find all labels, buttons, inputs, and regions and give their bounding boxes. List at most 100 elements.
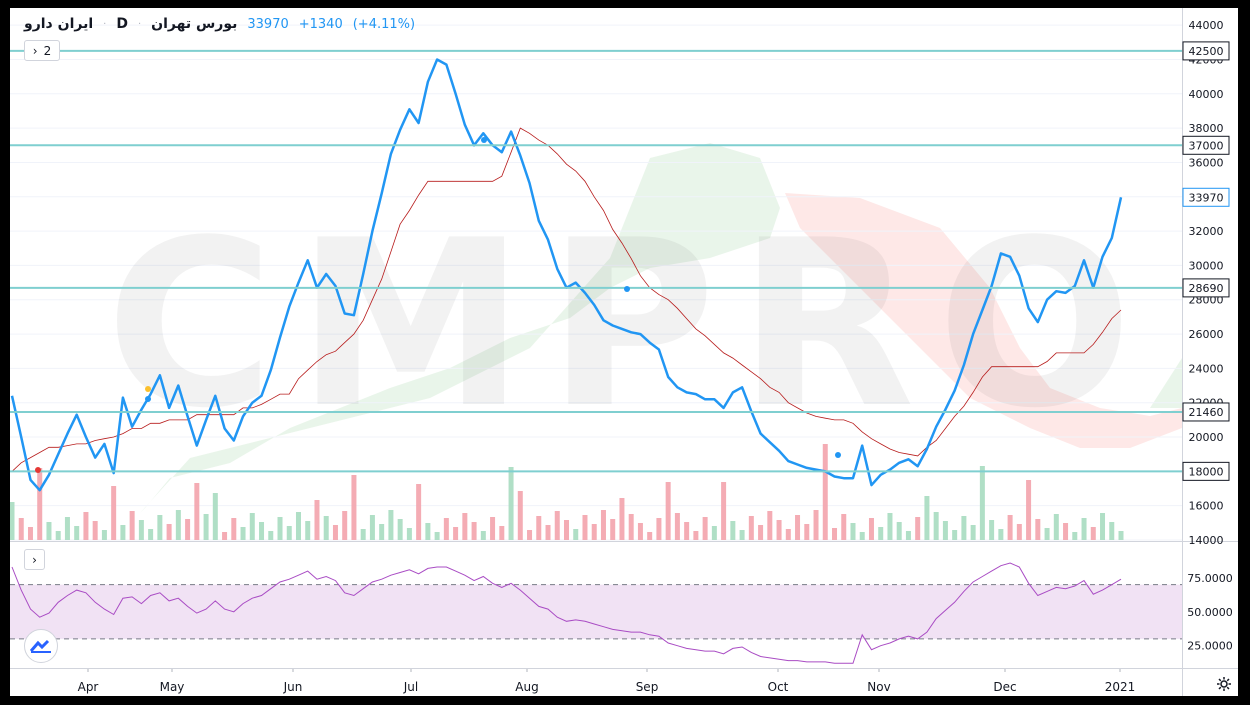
- volume-bar: [674, 513, 680, 540]
- volume-bar: [10, 502, 15, 540]
- volume-bar: [92, 521, 98, 540]
- volume-bar: [277, 517, 283, 540]
- volume-bar: [776, 520, 782, 540]
- volume-bar: [693, 531, 699, 540]
- volume-bar: [859, 532, 865, 540]
- volume-bar: [868, 518, 874, 540]
- volume-bar: [55, 531, 61, 540]
- rsi-tick-label: 25.0000: [1187, 640, 1233, 653]
- volume-bar: [46, 522, 52, 540]
- chart-canvas[interactable]: CMPRO 25.0000 50.0000 75.0000 14000 16000 18…: [10, 8, 1238, 696]
- level-label-box: [1182, 41, 1230, 61]
- sell-marker: [35, 467, 41, 473]
- level-label-42500: 42500: [1189, 45, 1224, 58]
- volume-bar: [564, 520, 569, 540]
- volume-bar: [989, 520, 995, 540]
- level-label-28690: 28690: [1189, 282, 1224, 295]
- volume-bar: [490, 517, 496, 540]
- volume-bar: [1063, 523, 1069, 540]
- volume-bar: [37, 468, 43, 540]
- horizontal-levels: 42500 37000 28690 21460 18000: [10, 41, 1230, 481]
- volume-bars: [10, 444, 1124, 540]
- level-label-box: [1182, 135, 1230, 155]
- volume-bar: [665, 482, 671, 540]
- volume-bar: [656, 518, 662, 540]
- volume-bar: [1044, 528, 1050, 540]
- volume-bar: [647, 532, 653, 540]
- volume-bar: [148, 529, 154, 540]
- volume-bar: [203, 514, 209, 540]
- indicators-toggle-button[interactable]: › 2: [24, 40, 60, 61]
- gear-icon[interactable]: [1214, 674, 1234, 694]
- volume-bar: [813, 510, 819, 540]
- level-label-box: [1182, 278, 1230, 298]
- volume-bar: [905, 531, 911, 540]
- volume-bar: [286, 526, 292, 540]
- volume-bar: [249, 513, 255, 540]
- last-price-box: [1182, 187, 1230, 207]
- volume-bar: [711, 526, 717, 540]
- price-tick-label: 40000: [1189, 88, 1224, 101]
- volume-bar: [323, 516, 329, 540]
- volume-bar: [508, 467, 514, 540]
- volume-bar: [591, 524, 597, 540]
- time-tick-label: Nov: [867, 680, 890, 694]
- volume-bar: [462, 513, 468, 540]
- volume-bar: [758, 525, 764, 540]
- buy-marker: [481, 137, 487, 143]
- volume-bar: [832, 528, 838, 540]
- buy-marker: [835, 452, 841, 458]
- exchange-label: بورس تهران: [151, 16, 238, 32]
- volume-bar: [314, 500, 320, 540]
- ichimoku-cloud-down: [785, 193, 1182, 448]
- volume-bar: [351, 475, 357, 540]
- volume-bar: [527, 530, 533, 540]
- price-change-pct: (+4.11%): [352, 16, 416, 32]
- volume-bar: [212, 493, 218, 540]
- volume-bar: [360, 529, 366, 540]
- price-tick-label: 24000: [1189, 362, 1224, 375]
- symbol-title[interactable]: ایران دارو: [24, 16, 94, 32]
- volume-bar: [305, 521, 311, 540]
- volume-bar: [1100, 513, 1106, 540]
- volume-bar: [1072, 532, 1078, 540]
- volume-bar: [730, 521, 736, 540]
- volume-bar: [120, 525, 126, 540]
- tradingview-logo-icon[interactable]: [24, 629, 58, 663]
- volume-bar: [425, 523, 431, 540]
- volume-bar: [517, 491, 523, 540]
- last-price: 33970: [247, 16, 289, 32]
- volume-bar: [175, 510, 181, 540]
- interval-label[interactable]: D: [116, 16, 128, 32]
- time-tick-label: Aug: [515, 680, 538, 694]
- volume-bar: [443, 518, 449, 540]
- volume-bar: [628, 514, 634, 540]
- time-tick-label: Apr: [78, 680, 99, 694]
- price-tick-label: 44000: [1189, 19, 1224, 32]
- volume-bar: [536, 516, 542, 540]
- volume-bar: [295, 512, 301, 540]
- last-price-label: 33970: [1189, 191, 1224, 204]
- price-tick-label: 26000: [1189, 328, 1224, 341]
- volume-bar: [194, 483, 200, 540]
- volume-bar: [185, 519, 191, 540]
- volume-bar: [74, 526, 80, 540]
- volume-bar: [748, 516, 754, 540]
- volume-bar: [600, 510, 606, 540]
- volume-bar: [406, 528, 412, 540]
- signal-markers: 33970: [35, 137, 1230, 473]
- volume-bar: [795, 515, 801, 540]
- volume-bar: [896, 522, 902, 540]
- volume-bar: [1090, 527, 1096, 540]
- volume-bar: [942, 521, 948, 540]
- time-axis: Apr May Jun Jul Aug Sep Oct Nov Dec 2021: [78, 669, 1135, 694]
- level-label-box: [1182, 402, 1230, 422]
- volume-bar: [240, 527, 246, 540]
- rsi-series: [11, 562, 1122, 664]
- volume-bar: [952, 530, 958, 540]
- volume-bar: [1035, 519, 1041, 540]
- alert-marker: [145, 386, 151, 392]
- volume-bar: [924, 496, 930, 540]
- rsi-legend-toggle-button[interactable]: ›: [24, 549, 45, 570]
- volume-bar: [111, 486, 117, 540]
